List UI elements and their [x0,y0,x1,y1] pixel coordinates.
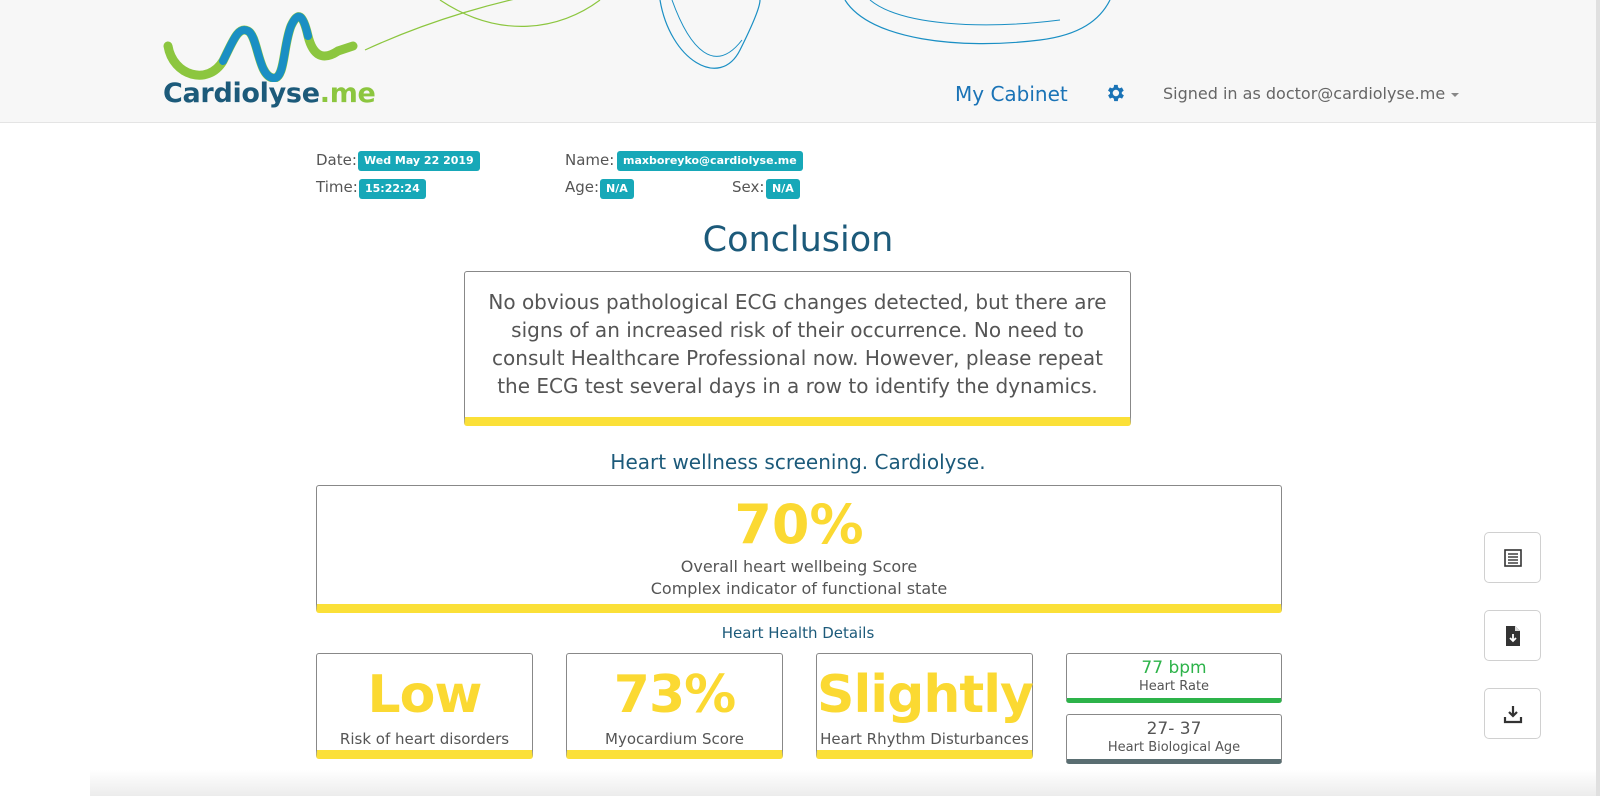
sex-label: Sex: [732,178,765,196]
bio-age-value: 27- 37 [1146,719,1202,739]
metric-value: 73% [613,665,736,725]
overall-score-card: 70% Overall heart wellbeing Score Comple… [316,485,1282,613]
caret-down-icon [1451,92,1460,97]
download-button[interactable] [1484,688,1541,739]
heart-rate-card: 77 bpm Heart Rate [1066,653,1282,703]
name-label: Name: [565,151,615,169]
metric-value: Slightly [817,665,1034,725]
metric-label: Heart Rhythm Disturbances [820,730,1029,748]
gear-icon[interactable] [1104,82,1126,104]
overall-score-value: 70% [734,493,864,556]
logo-tld: .me [319,78,376,109]
bottom-shadow [90,770,1600,796]
metric-label: Risk of heart disorders [339,730,510,748]
date-badge: Wed May 22 2019 [358,151,480,171]
report-list-button[interactable] [1484,532,1541,583]
app-header: Cardiolyse.me My Cabinet Signed in as do… [0,0,1600,123]
age-label: Age: [565,178,600,196]
sex-badge: N/A [766,179,800,199]
bio-age-card: 27- 37 Heart Biological Age [1066,714,1282,764]
list-icon [1503,548,1522,567]
details-title: Heart Health Details [721,624,875,642]
conclusion-text: No obvious pathological ECG changes dete… [488,290,1107,398]
date-label: Date: [316,151,357,169]
export-file-button[interactable] [1484,610,1541,661]
time-label: Time: [316,178,358,196]
conclusion-box: No obvious pathological ECG changes dete… [464,271,1131,426]
window-edge [1596,0,1600,796]
time-badge: 15:22:24 [359,179,426,199]
heart-rate-value: 77 bpm [1141,658,1207,678]
nav-my-cabinet[interactable]: My Cabinet [955,82,1068,106]
metric-card-rhythm: Slightly Heart Rhythm Disturbances [816,653,1034,759]
overall-score-label: Overall heart wellbeing Score [680,557,918,576]
conclusion-title: Conclusion [702,220,894,260]
screening-title: Heart wellness screening. Cardiolyse. [610,450,986,474]
name-badge: maxboreyko@cardiolyse.me [617,151,803,171]
metric-card-myocardium: 73% Myocardium Score [566,653,783,759]
download-icon [1503,705,1522,723]
logo-wave-icon [163,12,358,83]
bio-age-label: Heart Biological Age [1107,740,1241,755]
decorative-waves [364,0,1111,69]
metric-label: Myocardium Score [605,730,744,748]
logo-text: Cardiolyse.me [163,78,376,109]
file-download-icon [1505,625,1520,646]
cardiolyse-logo[interactable]: Cardiolyse.me [163,6,376,112]
heart-rate-label: Heart Rate [1138,679,1210,694]
metric-card-risk: Low Risk of heart disorders [316,653,533,759]
signed-in-menu[interactable]: Signed in as doctor@cardiolyse.me [1163,84,1460,103]
signed-in-label: Signed in as doctor@cardiolyse.me [1163,84,1446,103]
age-badge: N/A [600,179,634,199]
overall-score-sublabel: Complex indicator of functional state [650,579,948,598]
logo-brand: Cardiolyse [163,78,320,109]
metric-value: Low [367,665,483,725]
